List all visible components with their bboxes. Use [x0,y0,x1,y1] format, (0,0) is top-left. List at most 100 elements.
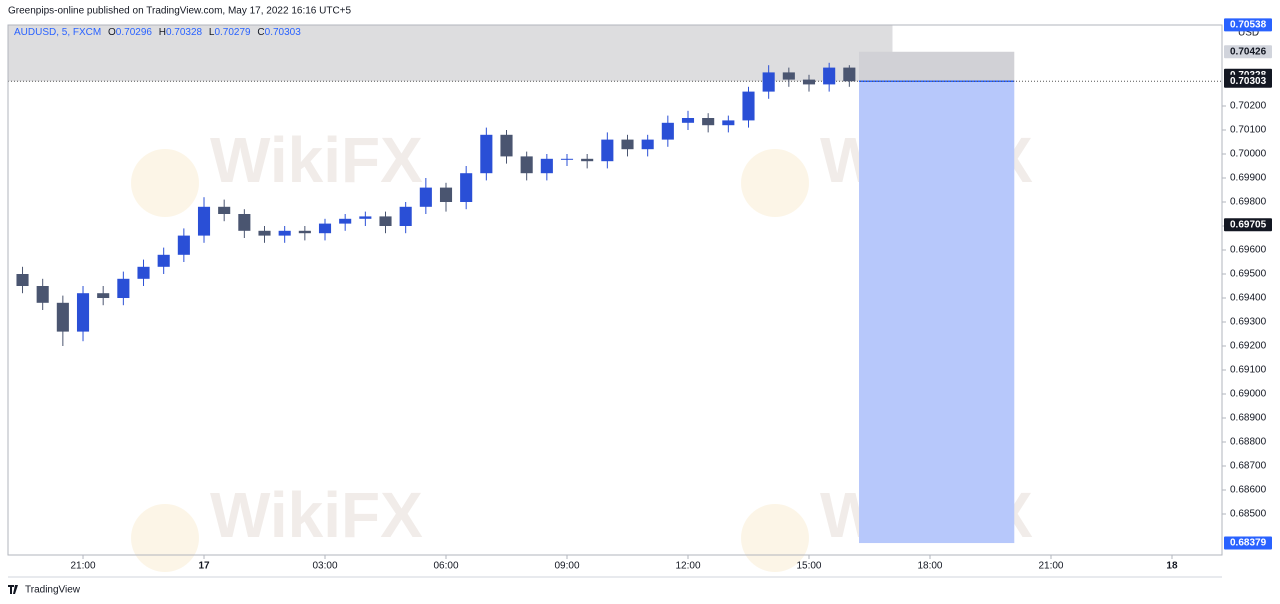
ohlc-key: L [209,27,215,38]
candle-body [359,216,372,219]
candle-body [843,67,856,82]
price-badge [1224,218,1272,232]
y-tick-label: 0.70100 [1230,125,1267,136]
candle-body [318,223,332,234]
price-badge [1224,18,1272,32]
x-tick-label: 18 [1166,561,1178,572]
x-tick-label: 21:00 [1038,561,1063,572]
y-tick-label: 0.69000 [1230,389,1267,400]
price-badge [1224,74,1272,88]
candle-body [581,158,594,162]
x-tick-label: 21:00 [71,561,96,572]
candle-body [681,118,695,123]
y-tick-label: 0.69100 [1230,365,1267,376]
x-tick-label: 17 [198,561,210,572]
candle-body [117,278,130,299]
x-tick-label: 18:00 [917,561,942,572]
plot-frame [7,24,1223,556]
candle-body [97,293,110,299]
y-tick-label: 0.69800 [1230,197,1267,208]
candle-body [16,274,29,287]
y-tick-label: 0.69500 [1230,269,1267,280]
y-tick-label: 0.68500 [1230,509,1267,520]
candle-body [500,134,513,157]
candle-body [399,206,412,227]
candle-body [480,134,493,174]
candle-body [742,91,755,121]
price-badge-label: 0.69705 [1230,219,1267,230]
candle-body [520,156,533,174]
candle-body [661,122,674,140]
x-tick-label: 06:00 [433,561,458,572]
target-zone [859,81,1015,544]
y-tick-label: 0.70200 [1230,101,1267,112]
price-badge-label: 0.70426 [1230,46,1267,57]
ohlc-value: 0.70303 [265,27,302,38]
price-badge-label: 0.70303 [1230,76,1267,87]
watermark-logo [131,149,199,217]
candle-body [702,118,715,126]
y-tick-label: 0.69600 [1230,245,1267,256]
candle-body [258,230,271,236]
watermark-logo [741,149,809,217]
y-tick-label: 0.68900 [1230,413,1267,424]
candle-body [782,72,795,80]
candle-body [339,218,352,224]
candle-body [601,139,614,162]
ohlc-key: O [108,27,116,38]
candle-body [560,158,574,160]
candle-body [76,293,90,332]
candle-body [218,206,231,215]
symbol: AUDUSD, 5, FXCM [14,27,101,38]
candle-body [278,230,291,236]
candle-body [460,173,473,203]
candle-body [762,72,775,92]
ohlc-value: 0.70296 [116,27,153,38]
price-badge-label: 0.68379 [1230,538,1267,549]
y-tick-label: 0.69400 [1230,293,1267,304]
plot-area: WikiFXWikiFXWikiFXWikiFX [8,24,1222,572]
watermark: WikiFX [210,479,423,551]
ohlc-key: C [257,27,264,38]
candle-body [540,158,553,174]
y-tick-label: 0.68700 [1230,461,1267,472]
candle-body [157,254,170,267]
candle-body [823,67,836,85]
ohlc-key: H [159,27,166,38]
stop-zone [859,51,1015,82]
candle-body [177,235,190,255]
footer-brand: TradingView [25,585,81,596]
price-badge [1224,45,1272,59]
x-tick-label: 15:00 [796,561,821,572]
footer-logo: TradingView [8,585,81,596]
y-tick-label: 0.68800 [1230,437,1267,448]
candle-body [197,206,211,236]
price-badge-label: 0.70538 [1230,20,1267,31]
x-tick-label: 12:00 [675,561,700,572]
candle-body [802,79,816,85]
candle-body [298,230,311,234]
candle-body [36,286,49,303]
candle-body [722,120,735,126]
x-tick-label: 09:00 [554,561,579,572]
y-tick-label: 0.69300 [1230,317,1267,328]
price-badge [1224,536,1272,550]
currency-label: USD [1238,28,1259,39]
y-tick-label: 0.69200 [1230,341,1267,352]
ohlc-value: 0.70328 [166,27,203,38]
y-tick-label: 0.70000 [1230,149,1267,160]
candle-body [238,214,251,231]
candle-body [641,139,654,150]
watermark-logo [131,504,199,572]
watermark: WikiFX [210,124,423,196]
candle-body [439,187,453,203]
candle-body [56,302,69,332]
candle-body [419,187,432,207]
candle-body [137,266,150,279]
ohlc-value: 0.70279 [214,27,251,38]
publisher-header: Greenpips-online published on TradingVie… [8,6,352,17]
x-tick-label: 03:00 [312,561,337,572]
